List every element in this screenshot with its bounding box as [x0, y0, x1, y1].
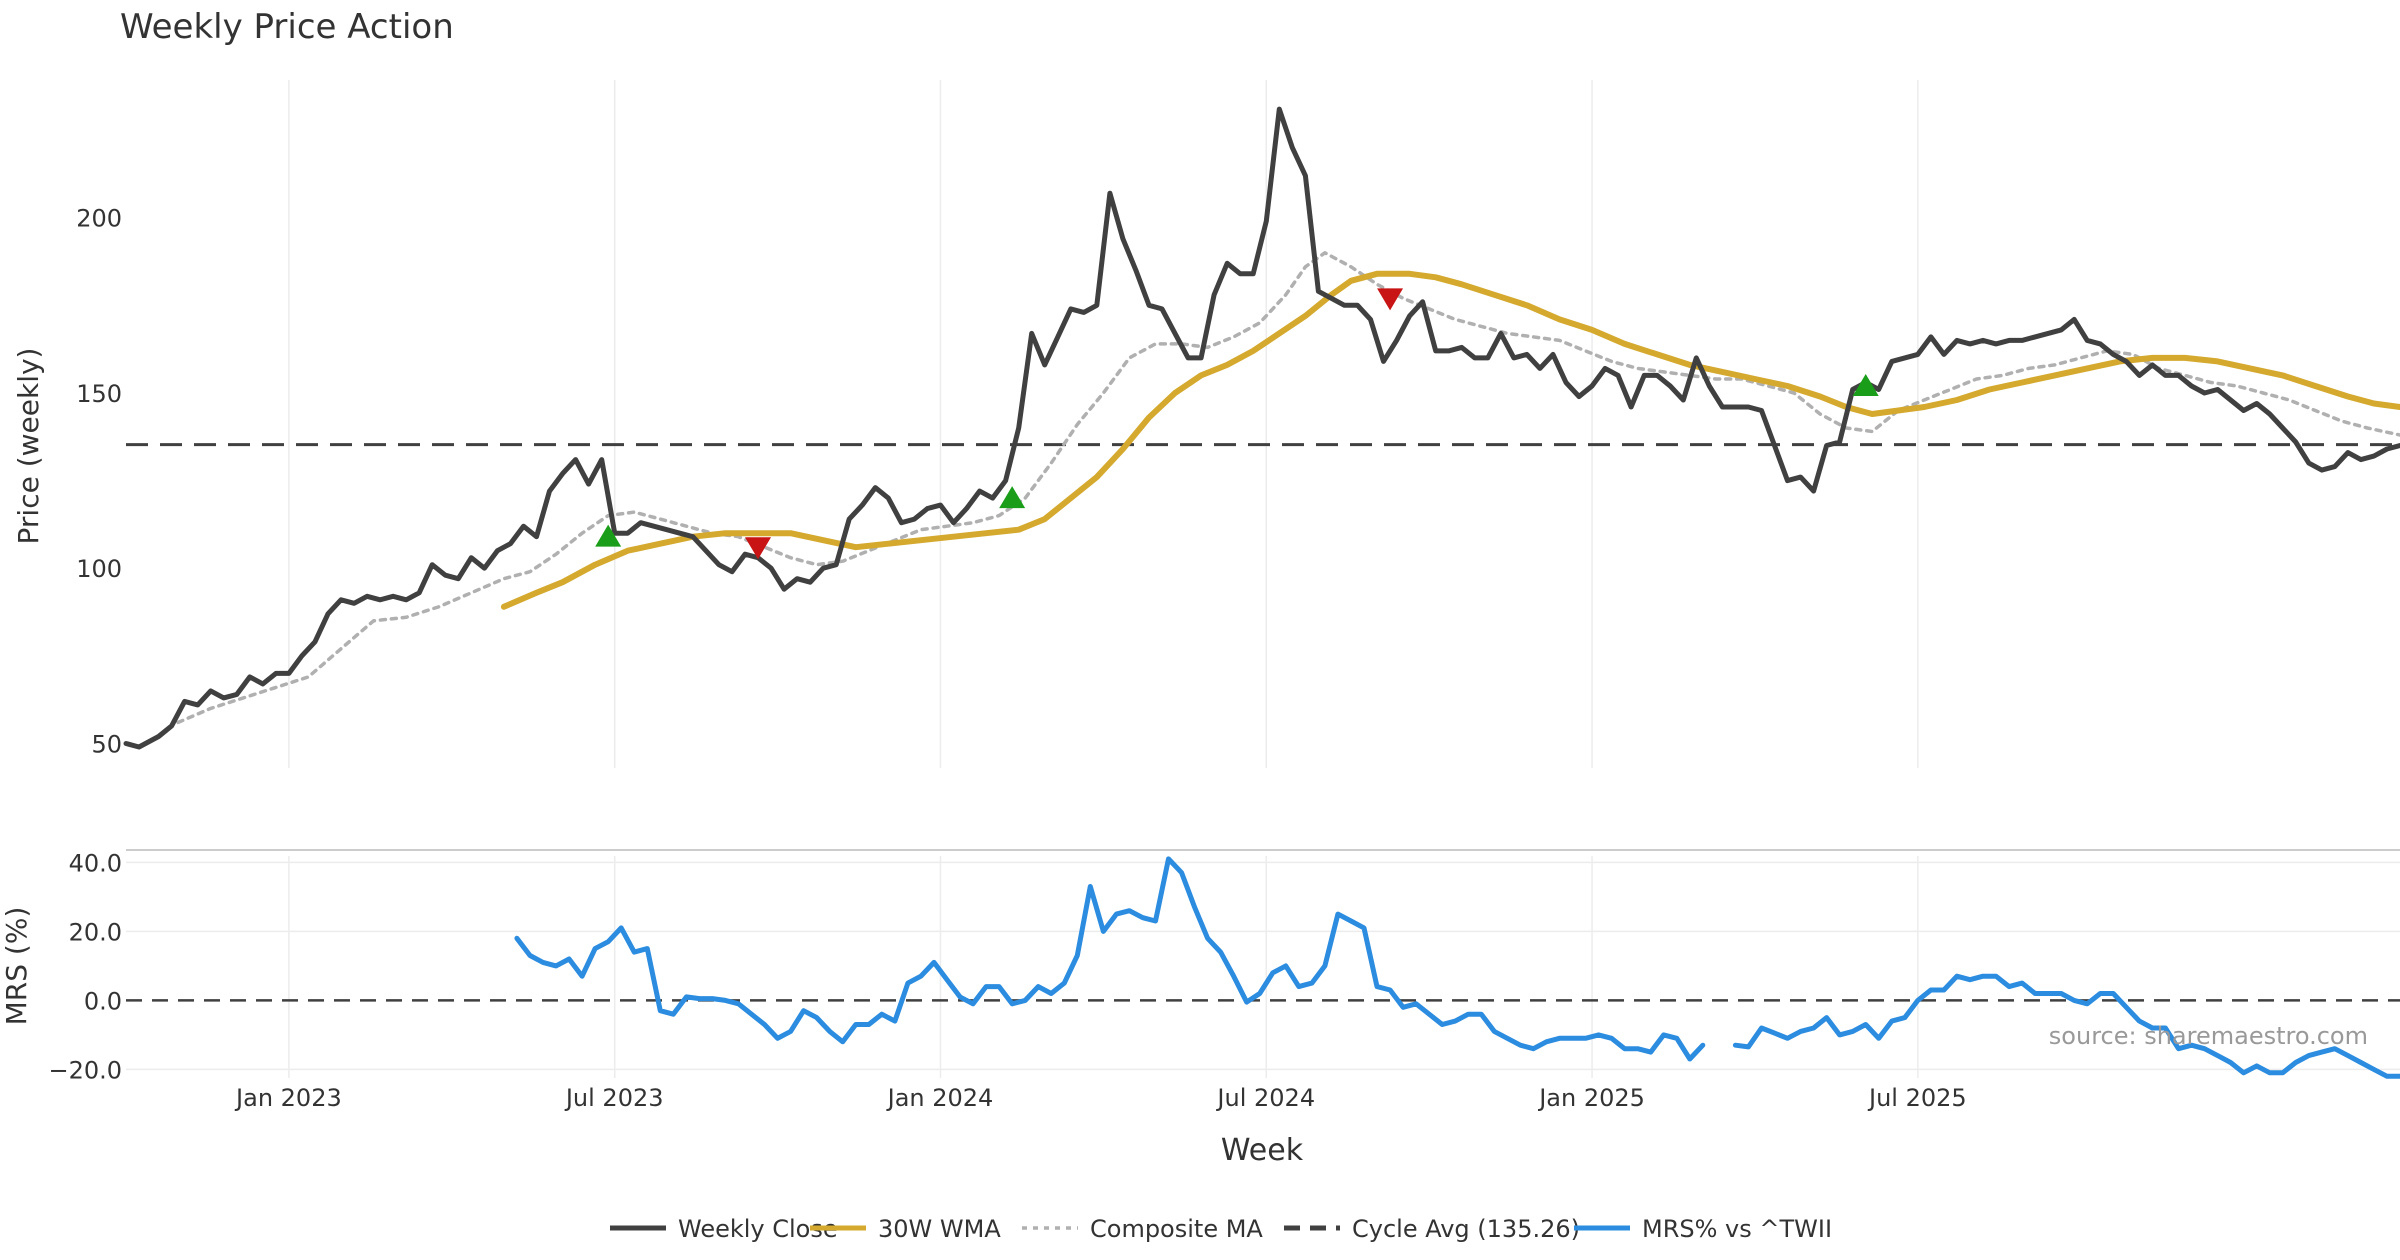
- price-gridlines: [288, 80, 1919, 768]
- chart-title: Weekly Price Action: [120, 7, 454, 47]
- buy-signal-marker: [1852, 373, 1879, 396]
- legend-label: 30W WMA: [878, 1215, 1001, 1243]
- mrs-y-tick-label: −20.0: [48, 1056, 122, 1084]
- x-tick-label: Jan 2023: [234, 1084, 342, 1112]
- mrs-y-axis: −20.0 0.0 20.0 40.0: [48, 849, 122, 1084]
- buy-signal-marker: [999, 486, 1026, 509]
- x-axis: Jan 2023 Jul 2023 Jan 2024 Jul 2024 Jan 2025…: [234, 1084, 1967, 1112]
- wma-30w-line: [500, 270, 2400, 610]
- mrs-series: [126, 856, 2400, 1079]
- buy-signal-marker: [595, 524, 622, 547]
- legend-label: Composite MA: [1090, 1215, 1263, 1243]
- sell-signal-marker: [1377, 288, 1404, 311]
- price-y-tick-label: 50: [91, 730, 122, 758]
- signal-markers: [595, 288, 1879, 560]
- legend: Weekly Close 30W WMA Composite MA Cycle Avg…: [610, 1215, 1832, 1243]
- x-tick-label: Jul 2023: [564, 1084, 664, 1112]
- mrs-gridlines: [126, 856, 2400, 1078]
- legend-label: Cycle Avg (135.26): [1352, 1215, 1580, 1243]
- price-y-tick-label: 150: [76, 380, 122, 408]
- x-tick-label: Jan 2025: [1537, 1084, 1645, 1112]
- x-tick-label: Jul 2025: [1867, 1084, 1967, 1112]
- sell-signal-marker: [745, 537, 772, 560]
- price-y-axis-label: Price (weekly): [12, 348, 45, 545]
- source-annotation: source: sharemaestro.com: [2049, 1022, 2368, 1050]
- x-tick-label: Jul 2024: [1215, 1084, 1315, 1112]
- mrs-y-tick-label: 40.0: [69, 849, 122, 877]
- price-series: [123, 106, 2400, 750]
- mrs-y-tick-label: 0.0: [84, 987, 122, 1015]
- weekly-close-line: [123, 106, 2400, 750]
- mrs-y-tick-label: 20.0: [69, 918, 122, 946]
- price-y-tick-label: 200: [76, 205, 122, 233]
- legend-label: MRS% vs ^TWII: [1642, 1215, 1832, 1243]
- mrs-line-segment: [514, 856, 1706, 1062]
- x-axis-label: Week: [1221, 1133, 1304, 1168]
- mrs-line-segment: [1732, 973, 2400, 1079]
- x-tick-label: Jan 2024: [886, 1084, 994, 1112]
- mrs-y-axis-label: MRS (%): [0, 907, 33, 1026]
- price-y-axis: 50 100 150 200: [76, 205, 122, 759]
- price-y-tick-label: 100: [76, 555, 122, 583]
